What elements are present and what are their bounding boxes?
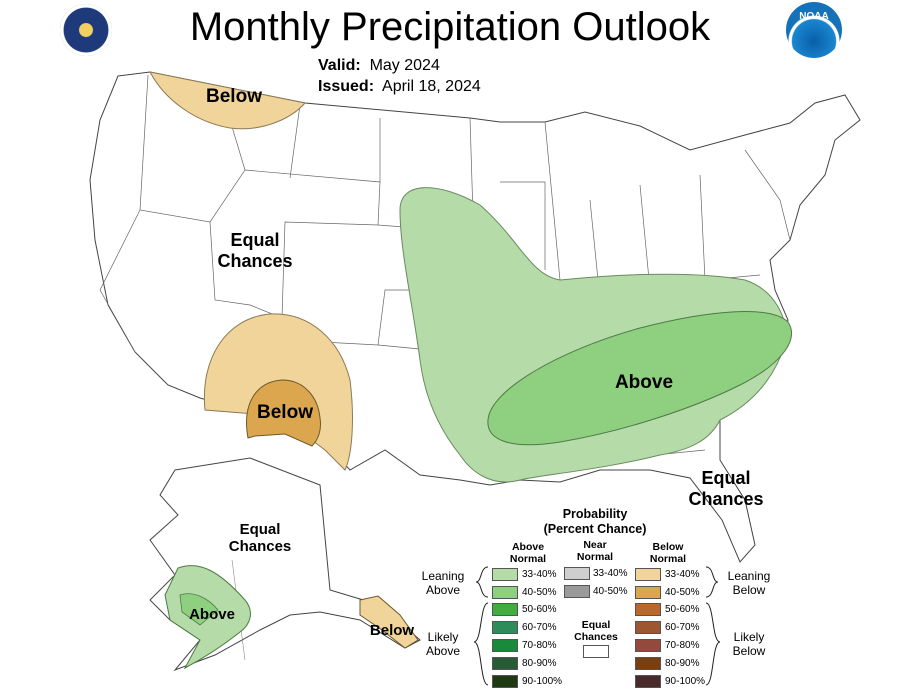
legend-label-below: 70-80% [665, 640, 700, 651]
legend-likely-above-line1: Likely [427, 630, 459, 644]
legend-col-near-line1: Near [583, 539, 607, 551]
legend-leaning-above-line2: Above [425, 583, 461, 597]
page-title: Monthly Precipitation Outlook [189, 5, 711, 49]
label-equal-west-line1: Equal [230, 230, 280, 250]
legend-label-above: 70-80% [522, 640, 557, 651]
legend-label-above: 80-90% [522, 658, 557, 669]
noaa-logo-text: NOAA [799, 11, 829, 22]
valid-issued-block: Valid: May 2024 Issued: April 18, 2024 [318, 55, 481, 97]
legend-swatch-below [635, 603, 661, 616]
legend-label-near: 33-40% [593, 568, 628, 579]
legend-label-below: 50-60% [665, 604, 700, 615]
legend-col-below: Below Normal [640, 541, 696, 565]
region-alaska-below [359, 595, 419, 649]
label-above-se: Above [614, 372, 674, 393]
legend-leaning-below-line2: Below [732, 583, 766, 597]
legend-swatch-above [492, 639, 518, 652]
label-equal-se: Equal Chances [670, 468, 782, 509]
legend-col-near-line2: Normal [576, 551, 614, 563]
label-alaska-equal-line1: Equal [239, 521, 281, 538]
legend-col-above-line1: Above [511, 541, 545, 553]
region-below-sw-inner [246, 379, 321, 447]
legend-title-line2: (Percent Chance) [543, 522, 647, 536]
legend-swatch-above [492, 586, 518, 599]
legend-swatch-below [635, 675, 661, 688]
legend-swatch-above [492, 657, 518, 670]
region-alaska-above-inner [179, 593, 219, 626]
legend-swatch-below [635, 586, 661, 599]
noaa-logo-icon: NOAA [786, 2, 842, 58]
legend-col-above-line2: Normal [509, 553, 547, 565]
label-below-north: Below [206, 86, 262, 107]
label-equal-west: Equal Chances [196, 230, 314, 271]
legend-leaning-above-line1: Leaning [421, 569, 465, 583]
label-equal-se-line2: Chances [688, 488, 764, 509]
legend-likely-above-line2: Above [425, 644, 461, 658]
legend-likely-above: Likely Above [412, 630, 474, 658]
legend-title-line1: Probability [562, 507, 628, 521]
legend-equal-line1: Equal [581, 619, 611, 631]
legend-swatch-near [564, 585, 590, 598]
region-above-inner [487, 311, 792, 446]
legend-swatch-below [635, 568, 661, 581]
legend-col-below-line1: Below [652, 541, 684, 553]
legend-title: Probability (Percent Chance) [505, 507, 685, 537]
legend-label-below: 80-90% [665, 658, 700, 669]
legend-swatch-equal [583, 645, 609, 658]
legend-equal-chances: Equal Chances [566, 619, 626, 643]
doc-seal-icon [60, 4, 112, 56]
valid-label: Valid: [318, 57, 361, 74]
valid-value: May 2024 [369, 57, 440, 74]
legend-swatch-above [492, 621, 518, 634]
legend-label-above: 40-50% [522, 587, 557, 598]
legend-label-near: 40-50% [593, 586, 628, 597]
legend-label-below: 60-70% [665, 622, 700, 633]
legend-label-below: 33-40% [665, 569, 700, 580]
legend-equal-line2: Chances [574, 631, 618, 643]
legend-swatch-below [635, 657, 661, 670]
label-equal-se-line1: Equal [701, 468, 751, 488]
legend-swatch-above [492, 675, 518, 688]
label-below-sw: Below [257, 402, 313, 423]
legend-label-above: 50-60% [522, 604, 557, 615]
label-alaska-above: Above [189, 606, 235, 623]
legend-label-below: 40-50% [665, 587, 700, 598]
legend-likely-below: Likely Below [718, 630, 780, 658]
legend-likely-below-line1: Likely [733, 630, 765, 644]
legend-col-above: Above Normal [500, 541, 556, 565]
legend-col-below-line2: Normal [649, 553, 687, 565]
legend-swatch-near [564, 567, 590, 580]
issued-value: April 18, 2024 [382, 78, 481, 95]
label-equal-west-line2: Chances [217, 250, 293, 271]
label-alaska-below: Below [369, 622, 415, 639]
label-alaska-equal-line2: Chances [228, 538, 292, 556]
legend-label-above: 90-100% [522, 676, 563, 687]
label-alaska-equal: Equal Chances [214, 521, 306, 556]
legend-col-near: Near Normal [567, 539, 623, 563]
legend-leaning-below-line1: Leaning [727, 569, 771, 583]
legend-label-below: 90-100% [665, 676, 706, 687]
issued-label: Issued: [318, 78, 375, 95]
legend-leaning-above: Leaning Above [412, 569, 474, 597]
legend-swatch-above [492, 568, 518, 581]
legend-swatch-below [635, 639, 661, 652]
legend-swatch-above [492, 603, 518, 616]
legend-leaning-below: Leaning Below [718, 569, 780, 597]
legend-label-above: 33-40% [522, 569, 557, 580]
legend-label-above: 60-70% [522, 622, 557, 633]
region-below-north [149, 71, 306, 130]
legend-swatch-below [635, 621, 661, 634]
legend-likely-below-line2: Below [732, 644, 766, 658]
